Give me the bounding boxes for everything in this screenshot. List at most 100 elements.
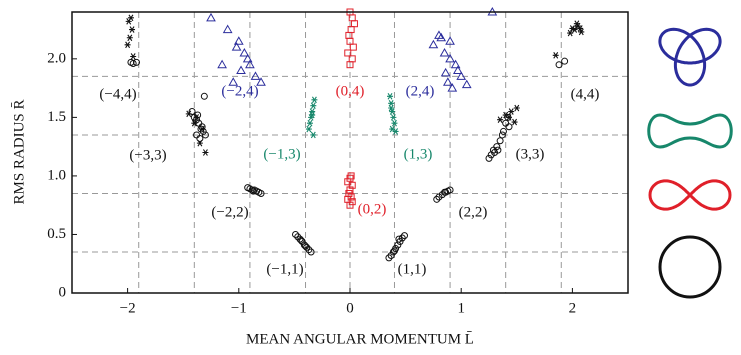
data-point [206,12,216,22]
data-point [567,29,574,37]
icon-trefoil [658,27,722,87]
data-point [497,116,504,124]
data-point [385,254,393,262]
cluster-label: (1,3) [404,146,433,162]
data-point [310,131,317,139]
data-point [242,53,253,63]
data-point [578,28,585,36]
data-point [217,59,227,69]
data-point [389,248,397,256]
data-point [461,79,472,89]
icon-figure-eight [648,179,732,211]
data-point [298,237,306,245]
data-point [196,134,204,142]
data-point [390,114,397,121]
data-point [555,61,563,69]
data-point [349,43,357,51]
data-point [228,77,239,86]
cluster-label: (2,4) [406,83,435,99]
data-point [348,14,356,22]
data-point [236,65,246,75]
x-tick-label: −2 [120,300,136,316]
data-point [511,118,518,126]
data-point [496,137,504,145]
data-point [428,39,439,49]
data-point [124,41,131,49]
data-point [307,248,315,256]
data-point [552,52,559,59]
data-point [346,186,354,194]
data-point [388,104,395,112]
data-point [344,49,352,57]
data-point [505,123,513,131]
data-point [130,53,137,60]
data-point [577,25,584,32]
data-point [485,154,493,162]
y-tick-label: 0 [59,284,67,300]
data-point [188,108,196,116]
cluster-label: (−2,4) [221,83,258,99]
data-point [305,125,312,133]
data-point [302,242,310,250]
data-point [297,236,305,244]
data-point [442,77,453,86]
x-tick-label: 0 [346,300,354,316]
y-axis-label: RMS RADIUS R̄ [11,99,27,204]
data-point [561,57,569,65]
data-point [494,146,502,154]
data-point [506,114,513,121]
data-point [348,198,356,206]
data-point [436,32,447,42]
data-point [392,128,399,135]
data-point [126,34,133,42]
data-point [249,187,257,195]
cluster-label: (1,1) [398,261,427,277]
y-tick-label: 2.0 [47,50,66,66]
cluster-label: (−2,2) [211,204,248,220]
data-point [347,193,355,201]
data-point [569,25,576,32]
data-point [191,119,198,127]
data-point [346,174,354,182]
data-point [309,108,316,115]
data-point [447,83,458,92]
data-point [400,232,408,240]
y-tick-label: 1.5 [47,109,66,125]
data-point [450,59,461,69]
data-point [347,172,355,180]
plot-frame [71,11,629,294]
data-point [309,111,316,119]
cluster-label: (3,3) [516,146,545,162]
data-point [389,108,396,115]
cluster-label: (−1,1) [266,261,303,277]
data-point [311,96,318,104]
data-point [345,31,353,39]
data-point [256,77,266,86]
cluster-label: (0,2) [358,201,387,217]
data-point [200,92,208,100]
data-point [310,102,317,109]
data-point [196,139,203,147]
data-point [132,58,140,66]
y-tick-label: 0.5 [47,226,66,242]
cluster-label: (4,4) [571,86,600,102]
data-point [231,42,242,51]
icon-dogbone [647,113,733,149]
icon-circle [658,235,722,299]
data-point [387,252,395,260]
cluster-label: (−3,3) [129,147,166,163]
cluster-label: (2,2) [459,204,488,220]
data-point [257,189,265,197]
y-tick-label: 1.0 [47,167,66,183]
data-point [350,20,358,28]
data-point [391,119,398,127]
data-point [296,235,304,243]
data-point [395,235,403,243]
data-point [127,14,134,22]
data-point [453,65,463,75]
x-axis-label: MEAN ANGULAR MOMENTUM L̄ [246,331,474,347]
data-point [239,47,250,57]
data-point [513,104,520,112]
data-point [300,241,308,249]
data-point [185,110,192,118]
